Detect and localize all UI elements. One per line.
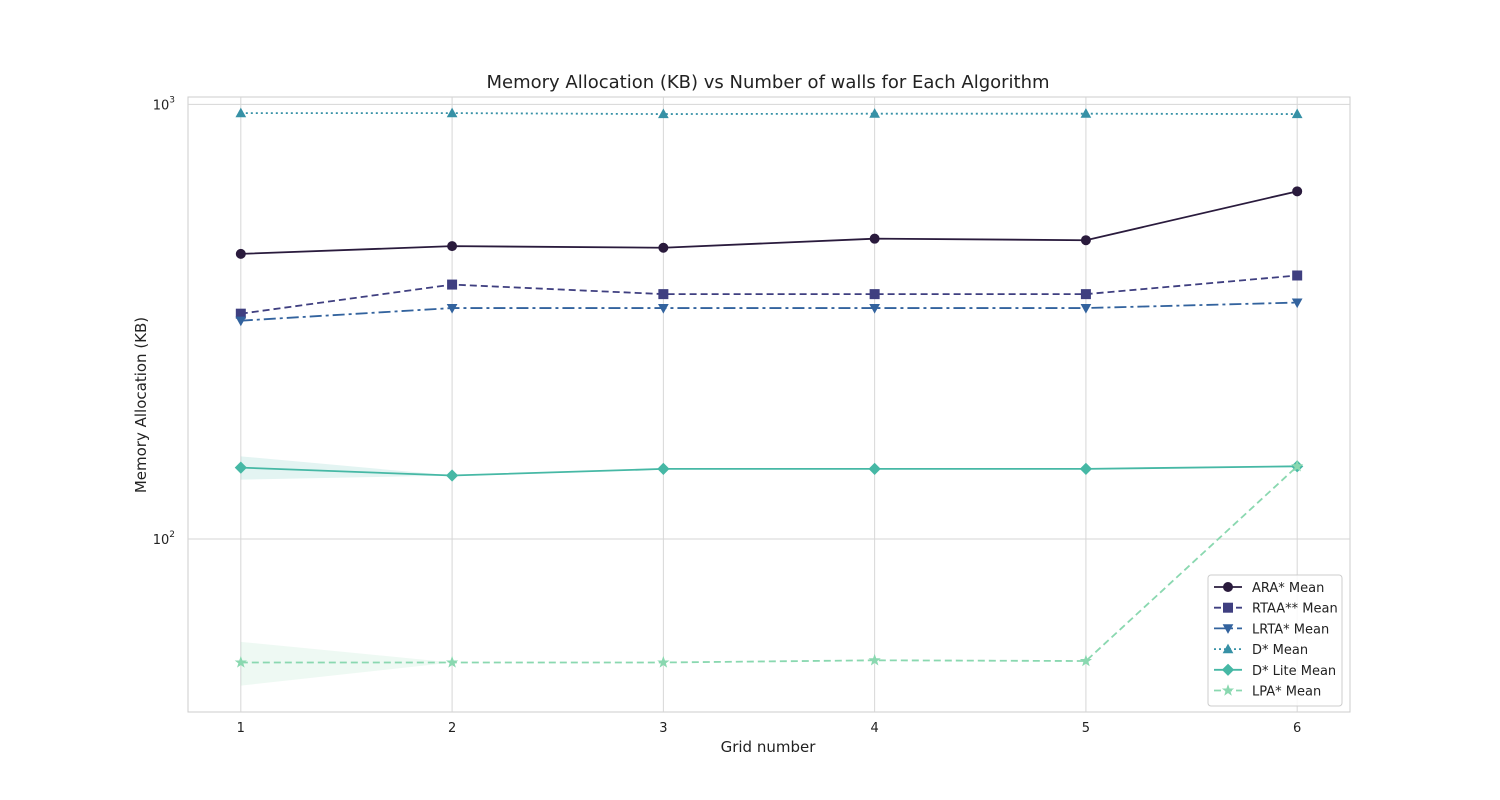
series-line bbox=[240, 190, 1298, 255]
legend-marker bbox=[1223, 582, 1233, 592]
data-point bbox=[235, 316, 247, 327]
series-line bbox=[240, 465, 1298, 477]
plot-frame bbox=[187, 96, 1351, 713]
x-tick-label: 4 bbox=[870, 721, 878, 736]
data-point bbox=[1080, 303, 1092, 314]
data-point bbox=[868, 462, 881, 476]
legend-marker bbox=[1222, 624, 1234, 634]
legend-marker bbox=[1223, 602, 1233, 613]
data-point bbox=[447, 279, 458, 290]
data-point bbox=[869, 108, 880, 118]
y-axis-label: Memory Allocation (KB) bbox=[132, 317, 150, 493]
y-tick-label: 102 bbox=[153, 530, 175, 548]
legend-label: D* Mean bbox=[1252, 643, 1308, 658]
series-line bbox=[240, 112, 1298, 115]
x-tick-label: 2 bbox=[448, 721, 456, 736]
data-point bbox=[869, 233, 880, 244]
data-point bbox=[1079, 654, 1093, 667]
data-point bbox=[868, 653, 881, 666]
data-point bbox=[1292, 186, 1303, 197]
data-point bbox=[658, 108, 669, 119]
data-point bbox=[445, 469, 459, 482]
grid-lines bbox=[188, 97, 1350, 712]
series-markers bbox=[234, 107, 1304, 668]
series-line bbox=[240, 301, 1298, 322]
data-point bbox=[445, 656, 459, 668]
data-point bbox=[658, 303, 669, 314]
data-point bbox=[869, 289, 880, 300]
legend-label: LPA* Mean bbox=[1252, 685, 1321, 700]
confidence-bands bbox=[240, 456, 1298, 686]
legend: ARA* Mean RTAA** Mean LRTA* Mean D* Mean D* … bbox=[1207, 574, 1343, 707]
x-tick-label: 6 bbox=[1293, 721, 1301, 736]
data-point bbox=[1291, 108, 1303, 119]
data-point bbox=[447, 241, 458, 252]
data-point bbox=[235, 107, 247, 118]
legend-label: RTAA** Mean bbox=[1252, 602, 1338, 617]
y-tick-label: 103 bbox=[153, 95, 175, 113]
data-point bbox=[869, 303, 880, 314]
data-point bbox=[446, 303, 458, 314]
confidence-band bbox=[240, 466, 1298, 686]
data-point bbox=[1080, 108, 1092, 118]
data-point bbox=[234, 461, 247, 474]
data-point bbox=[1292, 270, 1303, 281]
x-tick-label: 3 bbox=[659, 721, 667, 736]
data-point bbox=[1080, 289, 1091, 300]
data-point bbox=[657, 462, 670, 476]
series-line bbox=[240, 465, 1298, 664]
data-point bbox=[1080, 235, 1091, 246]
legend-marker bbox=[1222, 643, 1234, 654]
data-point bbox=[658, 242, 669, 253]
data-point bbox=[234, 656, 247, 668]
data-point bbox=[1291, 298, 1303, 309]
legend-marker bbox=[1221, 684, 1235, 696]
x-tick-label: 5 bbox=[1082, 721, 1090, 736]
legend-label: ARA* Mean bbox=[1252, 581, 1324, 596]
plot-area bbox=[187, 96, 1351, 713]
x-axis-label: Grid number bbox=[721, 738, 817, 756]
data-point bbox=[658, 289, 669, 300]
confidence-band bbox=[240, 456, 1298, 480]
legend-marker bbox=[1221, 663, 1235, 676]
data-point bbox=[446, 107, 458, 118]
legend-label: D* Lite Mean bbox=[1252, 664, 1336, 679]
legend-label: LRTA* Mean bbox=[1252, 622, 1329, 637]
chart-title: Memory Allocation (KB) vs Number of wall… bbox=[486, 72, 1049, 93]
data-point bbox=[1079, 462, 1093, 476]
x-tick-label: 1 bbox=[237, 721, 245, 736]
data-point bbox=[235, 248, 246, 259]
series-lines bbox=[240, 112, 1298, 664]
data-point bbox=[657, 656, 670, 668]
data-point bbox=[1291, 459, 1304, 472]
series-line bbox=[240, 274, 1298, 315]
